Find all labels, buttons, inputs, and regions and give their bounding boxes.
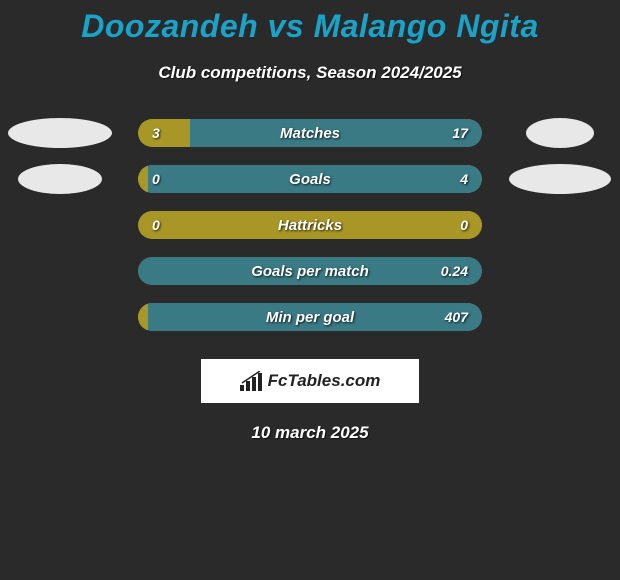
right-ellipse-slot [500, 256, 620, 286]
logo-box[interactable]: FcTables.com [201, 359, 419, 403]
stat-bar: Goals per match0.24 [138, 257, 482, 285]
logo-text: FcTables.com [268, 371, 381, 391]
stat-bar: Min per goal407 [138, 303, 482, 331]
stat-row: 0Hattricks0 [0, 211, 620, 239]
left-ellipse-slot [0, 302, 120, 332]
stat-bar: 0Goals4 [138, 165, 482, 193]
stat-right-value: 407 [445, 303, 468, 331]
left-ellipse-slot [0, 118, 120, 148]
stat-row: Min per goal407 [0, 303, 620, 331]
stat-rows: 3Matches170Goals40Hattricks0Goals per ma… [0, 119, 620, 331]
stat-right-value: 17 [452, 119, 468, 147]
right-ellipse-slot [500, 118, 620, 148]
stat-bar: 0Hattricks0 [138, 211, 482, 239]
stat-row: Goals per match0.24 [0, 257, 620, 285]
comparison-container: Doozandeh vs Malango Ngita Club competit… [0, 0, 620, 443]
left-ellipse-slot [0, 210, 120, 240]
left-ellipse-slot [0, 256, 120, 286]
stat-right-value: 0.24 [441, 257, 468, 285]
right-ellipse-slot [500, 210, 620, 240]
stat-label: Goals [138, 165, 482, 193]
player-left-ellipse [18, 164, 102, 194]
stat-row: 0Goals4 [0, 165, 620, 193]
stat-right-value: 4 [460, 165, 468, 193]
page-subtitle: Club competitions, Season 2024/2025 [0, 63, 620, 83]
stat-label: Matches [138, 119, 482, 147]
bar-chart-icon [240, 371, 262, 391]
date-label: 10 march 2025 [0, 423, 620, 443]
player-right-ellipse [509, 164, 611, 194]
left-ellipse-slot [0, 164, 120, 194]
stat-row: 3Matches17 [0, 119, 620, 147]
player-right-ellipse [526, 118, 594, 148]
stat-bar: 3Matches17 [138, 119, 482, 147]
stat-label: Goals per match [138, 257, 482, 285]
stat-label: Hattricks [138, 211, 482, 239]
right-ellipse-slot [500, 302, 620, 332]
page-title: Doozandeh vs Malango Ngita [0, 8, 620, 45]
player-left-ellipse [8, 118, 112, 148]
stat-right-value: 0 [460, 211, 468, 239]
right-ellipse-slot [500, 164, 620, 194]
stat-label: Min per goal [138, 303, 482, 331]
